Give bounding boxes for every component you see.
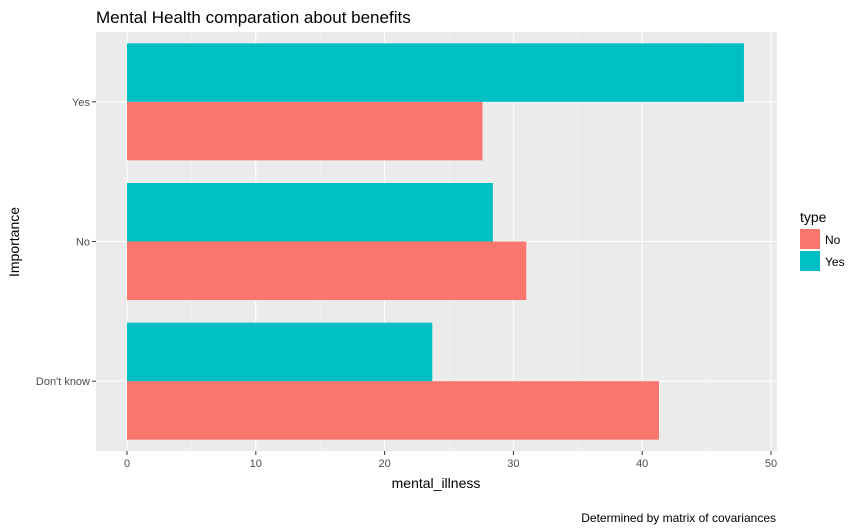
y-axis: Don't know No Yes [36, 97, 96, 388]
bars [127, 43, 744, 440]
y-tick-label: Yes [72, 97, 90, 109]
y-tick-label: Don't know [36, 376, 90, 388]
legend-label-no: No [825, 233, 841, 247]
bar-no-yes [127, 101, 483, 161]
x-tick-label: 50 [765, 458, 777, 470]
bar-no-no [127, 241, 527, 300]
x-tick-label: 30 [507, 458, 519, 470]
legend-key-no [800, 229, 820, 249]
x-tick-label: 10 [250, 458, 262, 470]
chart-title: Mental Health comparation about benefits [96, 8, 411, 27]
y-tick-label: No [76, 237, 90, 249]
legend-key-yes [800, 251, 820, 271]
bar-no-don-t-know [127, 381, 659, 440]
legend: type No Yes [800, 209, 845, 271]
legend-title: type [800, 209, 827, 225]
x-axis: 0 10 20 30 40 50 [124, 451, 777, 470]
x-tick-label: 20 [378, 458, 390, 470]
bar-yes-don-t-know [127, 322, 433, 382]
chart-caption: Determined by matrix of covariances [581, 511, 776, 525]
x-tick-label: 40 [636, 458, 648, 470]
x-tick-label: 0 [124, 458, 130, 470]
bar-yes-no [127, 183, 493, 242]
x-axis-title: mental_illness [392, 475, 481, 491]
bar-yes-yes [127, 43, 744, 102]
legend-label-yes: Yes [825, 255, 845, 269]
y-axis-title: Importance [6, 207, 22, 277]
